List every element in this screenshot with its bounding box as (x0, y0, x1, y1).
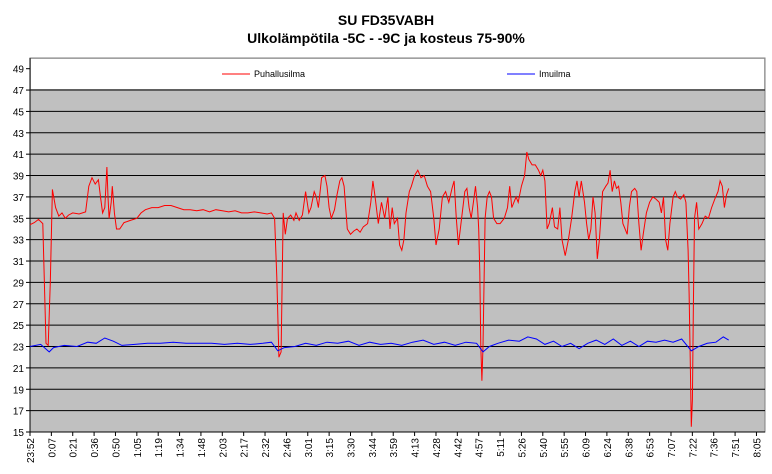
x-tick-label: 6:24 (603, 438, 614, 458)
x-tick-label: 6:53 (646, 438, 657, 458)
x-tick-label: 4:28 (432, 438, 443, 458)
legend: Puhallusilma Imuilma (31, 59, 764, 89)
x-tick-label: 3:44 (368, 438, 379, 458)
y-tick-label: 23 (13, 343, 25, 354)
x-tick-label: 7:22 (688, 438, 699, 458)
gridlines (30, 89, 765, 433)
x-tick-label: 2:32 (261, 438, 272, 458)
x-tick-label: 1:05 (133, 438, 144, 458)
x-tick-label: 0:36 (90, 438, 101, 458)
x-tick-label: 7:36 (710, 438, 721, 458)
x-tick-label: 6:38 (624, 438, 635, 458)
y-tick-label: 43 (13, 129, 25, 140)
y-tick-label: 33 (13, 236, 25, 247)
x-tick-label: 23:52 (26, 438, 37, 463)
y-tick-label: 41 (13, 150, 25, 161)
x-axis: 23:52 0:07 0:21 0:36 0:50 1:05 1:19 1:34 1:48 2:0… (26, 431, 765, 463)
x-tick-label: 2:46 (282, 438, 293, 458)
plot-area (29, 57, 766, 433)
y-tick-label: 25 (13, 321, 25, 332)
series-line-puhallusilma (29, 151, 730, 427)
x-tick-label: 0:21 (69, 438, 80, 458)
x-tick-label: 4:42 (453, 438, 464, 458)
y-tick-label: 39 (13, 172, 25, 183)
x-tick-label: 1:48 (197, 438, 208, 458)
y-tick-label: 49 (13, 65, 25, 76)
x-tick-label: 5:26 (517, 438, 528, 458)
y-tick-label: 35 (13, 214, 25, 225)
y-tick-label: 31 (13, 257, 25, 268)
y-tick-label: 17 (13, 407, 25, 418)
x-tick-label: 5:40 (539, 438, 550, 458)
y-tick-label: 47 (13, 86, 25, 97)
y-tick-label: 15 (13, 428, 25, 439)
x-tick-label: 3:30 (346, 438, 357, 458)
y-tick-label: 19 (13, 385, 25, 396)
x-tick-label: 3:15 (325, 438, 336, 458)
series-line-imuilma (29, 336, 729, 353)
legend-label: Puhallusilma (254, 69, 305, 79)
x-tick-label: 7:07 (667, 438, 678, 458)
y-tick-label: 27 (13, 300, 25, 311)
y-tick-label: 37 (13, 193, 25, 204)
x-tick-label: 7:51 (731, 438, 742, 458)
x-tick-label: 2:03 (218, 438, 229, 458)
x-tick-label: 4:13 (411, 438, 422, 458)
y-tick-label: 21 (13, 364, 25, 375)
x-tick-label: 1:34 (176, 438, 187, 458)
chart-subtitle: Ulkolämpötila -5C - -9C ja kosteus 75-90… (247, 30, 525, 46)
x-tick-label: 3:01 (304, 438, 315, 458)
x-tick-label: 1:19 (154, 438, 165, 458)
x-tick-label: 2:17 (240, 438, 251, 458)
legend-label: Imuilma (539, 69, 571, 79)
y-tick-label: 45 (13, 107, 25, 118)
x-tick-label: 5:11 (496, 438, 507, 457)
x-tick-label: 0:50 (111, 438, 122, 458)
y-axis: 15 17 19 21 23 25 27 29 31 33 35 37 39 41 43 45 47 49 (13, 58, 31, 439)
series-group (29, 151, 730, 427)
y-tick-label: 29 (13, 278, 25, 289)
x-tick-label: 8:05 (752, 438, 763, 458)
legend-box (31, 59, 764, 89)
chart-title: SU FD35VABH (338, 12, 434, 28)
x-tick-label: 3:59 (389, 438, 400, 458)
x-tick-label: 4:57 (475, 438, 486, 458)
x-tick-label: 6:09 (582, 438, 593, 458)
x-tick-label: 5:55 (560, 438, 571, 458)
x-tick-label: 0:07 (47, 438, 58, 458)
